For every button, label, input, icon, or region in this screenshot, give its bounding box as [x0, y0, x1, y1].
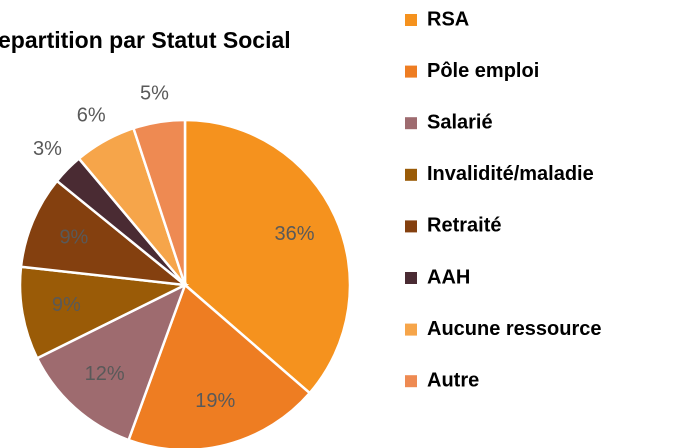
pie-slice	[35, 282, 188, 442]
legend-swatch	[405, 14, 417, 26]
pie-slice	[131, 118, 187, 286]
legend-label: Retraité	[427, 215, 501, 237]
legend-swatch	[405, 65, 417, 78]
pie-slice	[19, 179, 190, 287]
legend-swatch	[405, 117, 417, 130]
data-label: 12%	[85, 363, 125, 385]
pie-slice	[183, 118, 352, 395]
pie-slice	[18, 265, 190, 360]
legend-swatch	[405, 220, 417, 233]
data-label: 36%	[275, 223, 315, 245]
legend-label: AAH	[427, 266, 470, 288]
legend-label: Autre	[427, 369, 479, 391]
legend-swatch	[405, 323, 417, 336]
data-label: 19%	[195, 390, 235, 412]
data-label: 5%	[140, 83, 169, 105]
legend-swatch	[405, 168, 417, 181]
legend-swatch	[405, 375, 417, 388]
legend-label: Aucune ressource	[427, 318, 602, 340]
data-label: 9%	[52, 294, 81, 316]
chart-title: epartition par Statut Social	[0, 27, 291, 53]
legend-label: Invalidité/maladie	[427, 163, 594, 185]
legend-label: Salarié	[427, 111, 493, 133]
data-label: 6%	[77, 105, 106, 127]
legend-label: Pôle emploi	[427, 60, 539, 82]
data-label: 3%	[33, 138, 62, 160]
pie-slice	[126, 282, 312, 448]
data-label: 9%	[59, 227, 88, 249]
legend-label: RSA	[427, 8, 469, 30]
legend-swatch	[405, 272, 417, 284]
